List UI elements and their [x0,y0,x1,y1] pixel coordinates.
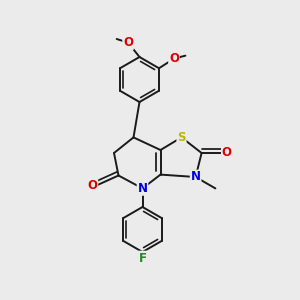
Text: O: O [123,36,133,49]
Text: F: F [139,251,146,265]
Text: S: S [177,131,186,144]
Text: N: N [190,170,201,184]
Text: O: O [87,179,98,192]
Text: O: O [222,146,232,160]
Text: N: N [137,182,148,195]
Text: O: O [169,52,179,65]
